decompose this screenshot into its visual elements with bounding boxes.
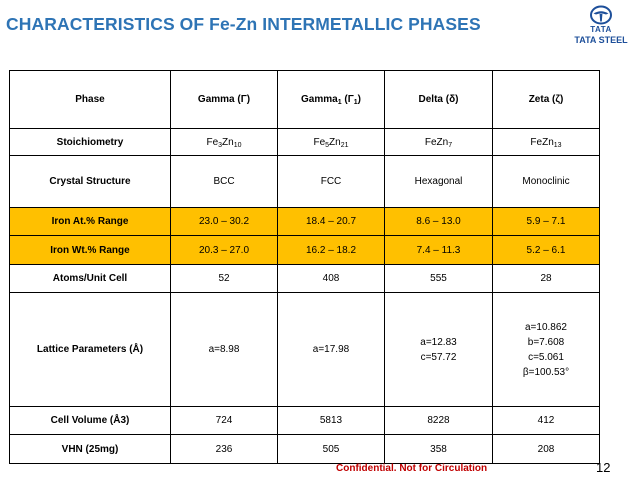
row-label: Stoichiometry <box>9 128 171 156</box>
slide-title: CHARACTERISTICS OF Fe-Zn INTERMETALLIC P… <box>6 14 481 34</box>
cell-gamma1: 18.4 – 20.7 <box>277 207 385 236</box>
row-cell-volume: Cell Volume (Å3) 724 5813 8228 412 <box>9 406 600 435</box>
cell-delta: 358 <box>384 434 493 464</box>
cell-gamma1: a=17.98 <box>277 292 385 407</box>
cell-gamma1: Fe5Zn21 <box>277 128 385 156</box>
row-iron-wt: Iron Wt.% Range 20.3 – 27.0 16.2 – 18.2 … <box>9 235 600 265</box>
cell-delta: 555 <box>384 264 493 293</box>
row-label: Cell Volume (Å3) <box>9 406 171 435</box>
row-label: VHN (25mg) <box>9 434 171 464</box>
page-number: 12 <box>596 460 611 475</box>
header-phase: Phase <box>9 70 171 129</box>
row-label: Crystal Structure <box>9 155 171 208</box>
header-gamma: Gamma (Γ) <box>170 70 278 129</box>
cell-zeta: 208 <box>492 434 600 464</box>
row-crystal-structure: Crystal Structure BCC FCC Hexagonal Mono… <box>9 155 600 208</box>
tata-steel-logo: TATA TATA STEEL <box>568 5 634 47</box>
header-gamma1: Gamma1 (Γ1) <box>277 70 385 129</box>
cell-gamma1: 5813 <box>277 406 385 435</box>
row-atoms-unit-cell: Atoms/Unit Cell 52 408 555 28 <box>9 264 600 293</box>
cell-gamma: BCC <box>170 155 278 208</box>
lattice-zeta-beta: β=100.53° <box>522 366 570 378</box>
row-label: Iron Wt.% Range <box>9 235 171 265</box>
cell-gamma: 20.3 – 27.0 <box>170 235 278 265</box>
cell-delta: 7.4 – 11.3 <box>384 235 493 265</box>
cell-gamma: 236 <box>170 434 278 464</box>
lattice-zeta-b: b=7.608 <box>527 336 565 348</box>
header-zeta: Zeta (ζ) <box>492 70 600 129</box>
phases-table: Phase Gamma (Γ) Gamma1 (Γ1) Delta (δ) Ze… <box>9 70 600 464</box>
cell-gamma: Fe3Zn10 <box>170 128 278 156</box>
row-stoichiometry: Stoichiometry Fe3Zn10 Fe5Zn21 FeZn7 FeZn… <box>9 128 600 156</box>
cell-zeta: a=10.862 b=7.608 c=5.061 β=100.53° <box>492 292 600 407</box>
cell-gamma1: 408 <box>277 264 385 293</box>
lattice-zeta-c: c=5.061 <box>528 351 564 363</box>
lattice-delta-c: c=57.72 <box>420 351 457 363</box>
row-lattice-parameters: Lattice Parameters (Å) a=8.98 a=17.98 a=… <box>9 292 600 407</box>
cell-delta: 8.6 – 13.0 <box>384 207 493 236</box>
cell-gamma: 724 <box>170 406 278 435</box>
logo-wordmark-tata-steel: TATA STEEL <box>574 35 628 45</box>
cell-gamma: 52 <box>170 264 278 293</box>
row-label: Iron At.% Range <box>9 207 171 236</box>
lattice-delta-a: a=12.83 <box>420 336 457 348</box>
cell-zeta: 5.9 – 7.1 <box>492 207 600 236</box>
cell-delta: Hexagonal <box>384 155 493 208</box>
cell-zeta: 28 <box>492 264 600 293</box>
cell-gamma: a=8.98 <box>170 292 278 407</box>
logo-wordmark-tata: TATA <box>590 25 612 34</box>
header-row: Phase Gamma (Γ) Gamma1 (Γ1) Delta (δ) Ze… <box>9 70 600 129</box>
row-vhn: VHN (25mg) 236 505 358 208 <box>9 434 600 464</box>
cell-gamma1: 16.2 – 18.2 <box>277 235 385 265</box>
row-label: Lattice Parameters (Å) <box>9 292 171 407</box>
header-delta: Delta (δ) <box>384 70 493 129</box>
cell-delta: a=12.83 c=57.72 <box>384 292 493 407</box>
row-label: Atoms/Unit Cell <box>9 264 171 293</box>
cell-gamma1: FCC <box>277 155 385 208</box>
cell-zeta: Monoclinic <box>492 155 600 208</box>
cell-delta: FeZn7 <box>384 128 493 156</box>
cell-gamma1: 505 <box>277 434 385 464</box>
cell-gamma: 23.0 – 30.2 <box>170 207 278 236</box>
cell-delta: 8228 <box>384 406 493 435</box>
cell-zeta: FeZn13 <box>492 128 600 156</box>
confidential-footer: Confidential. Not for Circulation <box>336 463 488 474</box>
cell-zeta: 412 <box>492 406 600 435</box>
tata-emblem-icon <box>590 5 612 25</box>
cell-zeta: 5.2 – 6.1 <box>492 235 600 265</box>
lattice-zeta-a: a=10.862 <box>525 321 567 333</box>
row-iron-at: Iron At.% Range 23.0 – 30.2 18.4 – 20.7 … <box>9 207 600 236</box>
